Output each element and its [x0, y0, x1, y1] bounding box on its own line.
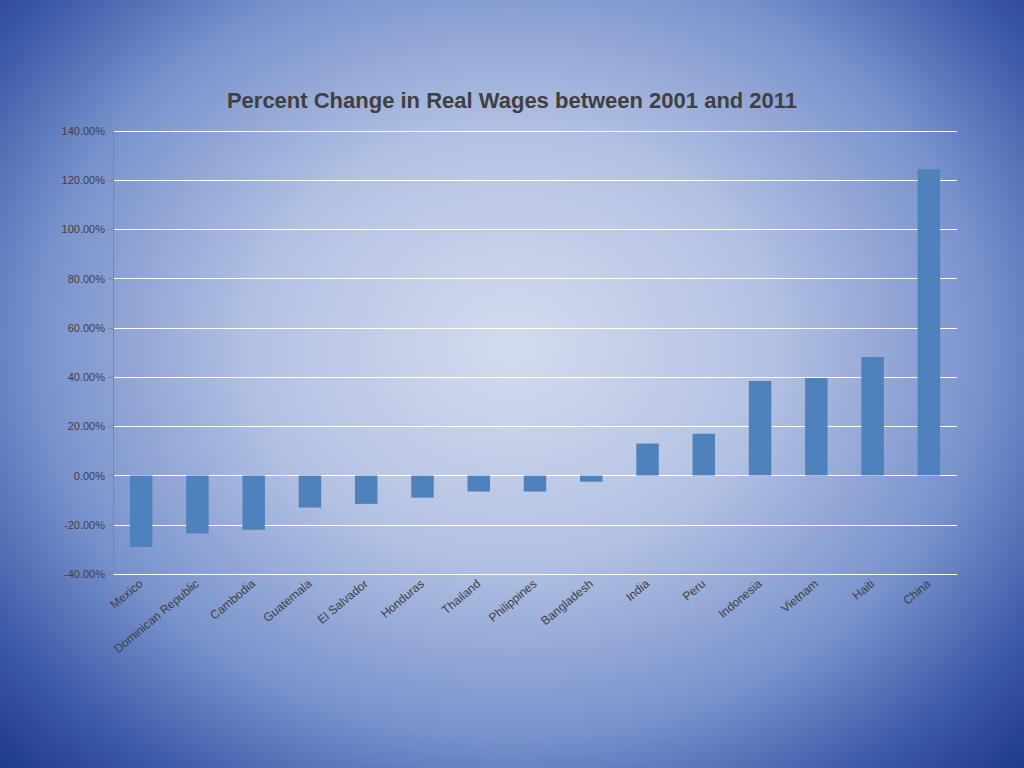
svg-text:Peru: Peru	[680, 577, 708, 604]
svg-text:El Salvador: El Salvador	[315, 577, 371, 627]
svg-text:Guatemala: Guatemala	[260, 576, 314, 625]
svg-text:Honduras: Honduras	[378, 577, 427, 621]
svg-text:120.00%: 120.00%	[62, 174, 106, 186]
svg-text:Percent Change in Real Wages b: Percent Change in Real Wages between 200…	[227, 88, 797, 113]
svg-text:Thailand: Thailand	[439, 577, 483, 617]
svg-text:60.00%: 60.00%	[68, 322, 106, 334]
svg-text:India: India	[623, 576, 652, 604]
svg-text:140.00%: 140.00%	[62, 125, 106, 137]
svg-text:100.00%: 100.00%	[62, 223, 106, 235]
svg-text:Vietnam: Vietnam	[778, 577, 821, 616]
svg-text:China: China	[900, 576, 933, 607]
svg-text:0.00%: 0.00%	[74, 470, 105, 482]
svg-text:-20.00%: -20.00%	[64, 519, 105, 531]
svg-text:Cambodia: Cambodia	[207, 576, 258, 622]
svg-text:Haiti: Haiti	[850, 577, 877, 603]
svg-text:Dominican Republic: Dominican Republic	[111, 577, 202, 656]
svg-text:Philippines: Philippines	[486, 577, 539, 625]
svg-text:Indonesia: Indonesia	[716, 576, 765, 620]
svg-text:20.00%: 20.00%	[68, 420, 106, 432]
svg-text:Mexico: Mexico	[108, 576, 146, 611]
svg-text:40.00%: 40.00%	[68, 371, 106, 383]
svg-text:80.00%: 80.00%	[68, 273, 106, 285]
svg-text:-40.00%: -40.00%	[64, 568, 105, 580]
svg-text:Bangladesh: Bangladesh	[538, 577, 596, 628]
